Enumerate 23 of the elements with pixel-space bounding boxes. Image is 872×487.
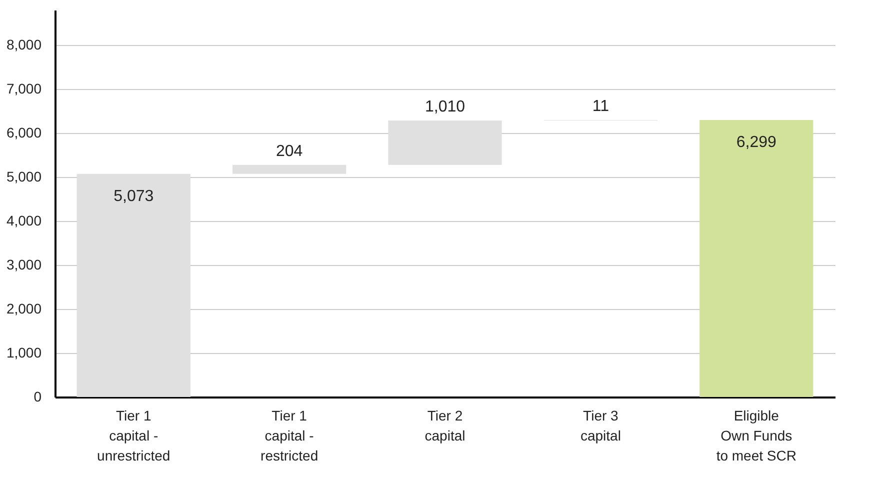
- bar: [388, 120, 502, 165]
- y-tick-label: 2,000: [6, 300, 42, 317]
- bar: [232, 164, 346, 174]
- y-tick-label: 8,000: [6, 36, 42, 53]
- y-tick-label: 4,000: [6, 212, 42, 229]
- y-tick-label: 6,000: [6, 124, 42, 141]
- y-tick-label: 1,000: [6, 344, 42, 361]
- bar: [76, 174, 190, 397]
- y-tick-label: 5,000: [6, 168, 42, 185]
- y-tick-label: 7,000: [6, 80, 42, 97]
- data-label: 11: [592, 98, 610, 116]
- x-tick-label: Tier 1 capital - unrestricted: [97, 408, 170, 464]
- y-tick-label: 3,000: [6, 256, 42, 273]
- data-label: 204: [276, 142, 303, 160]
- bar: [700, 120, 814, 397]
- data-label: 1,010: [424, 98, 466, 116]
- x-tick-label: Tier 1 capital - restricted: [260, 408, 318, 464]
- x-tick-label: Tier 2 capital: [424, 408, 466, 444]
- x-tick-label: Tier 3 capital: [580, 408, 621, 444]
- x-tick-label: Eligible Own Funds to meet SCR: [716, 408, 796, 464]
- data-label: 5,073: [114, 188, 154, 205]
- data-label: 6,299: [736, 134, 776, 151]
- y-tick-label: 0: [34, 388, 42, 404]
